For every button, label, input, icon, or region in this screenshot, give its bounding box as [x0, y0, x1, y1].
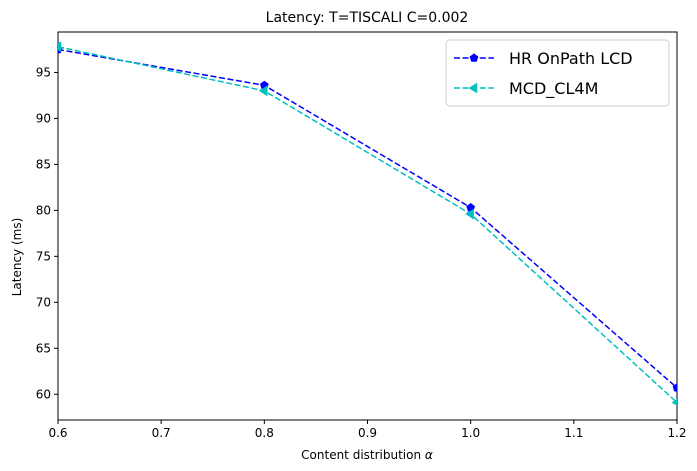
- y-tick-label: 70: [36, 295, 51, 309]
- x-tick-label: 1.2: [667, 426, 686, 440]
- x-axis-label-symbol: α: [425, 448, 433, 462]
- x-tick-label: 1.0: [461, 426, 480, 440]
- y-tick-label: 85: [36, 157, 51, 171]
- series-2-point-4: [671, 399, 677, 406]
- series-2-point-1: [58, 41, 62, 53]
- legend-marker: [468, 82, 478, 94]
- y-tick-label: 65: [36, 341, 51, 355]
- series-2-line: [58, 45, 677, 404]
- x-tick-label: 0.6: [48, 426, 67, 440]
- legend: HR OnPath LCD MCD_CL4M: [445, 39, 670, 107]
- legend-entry-1: HR OnPath LCD: [454, 49, 633, 68]
- series-1-point-4: [672, 383, 677, 392]
- series-2-point-3: [465, 208, 474, 220]
- y-tick-label: 75: [36, 249, 51, 263]
- legend-marker: [469, 53, 479, 62]
- x-tick-label: 1.1: [564, 426, 583, 440]
- legend-entry-2: MCD_CL4M: [454, 79, 598, 99]
- series-2-point-2: [258, 85, 268, 97]
- legend-label: MCD_CL4M: [509, 79, 598, 99]
- x-axis: 0.6 0.7 0.8 0.9 1.0 1.1 1.2: [48, 420, 687, 440]
- x-tick-label: 0.9: [358, 426, 377, 440]
- series-1-line: [58, 48, 677, 389]
- y-tick-label: 80: [36, 203, 51, 217]
- y-tick-label: 95: [36, 65, 51, 79]
- chart-title: Latency: T=TISCALI C=0.002: [266, 10, 469, 26]
- legend-box: [445, 39, 670, 107]
- series-2: [58, 41, 677, 406]
- x-tick-label: 0.7: [152, 426, 171, 440]
- legend-label: HR OnPath LCD: [509, 49, 633, 68]
- x-axis-label-text: Content distribution: [301, 448, 425, 462]
- y-tick-label: 60: [36, 387, 51, 401]
- x-axis-label: Content distribution α: [301, 448, 433, 462]
- series-layer: [58, 41, 677, 406]
- y-axis-label: Latency (ms): [10, 218, 24, 297]
- y-axis: 60 65 70 75 80 85 90 95: [36, 65, 58, 401]
- y-tick-label: 90: [36, 111, 51, 125]
- series-1: [58, 44, 677, 392]
- x-tick-label: 0.8: [255, 426, 274, 440]
